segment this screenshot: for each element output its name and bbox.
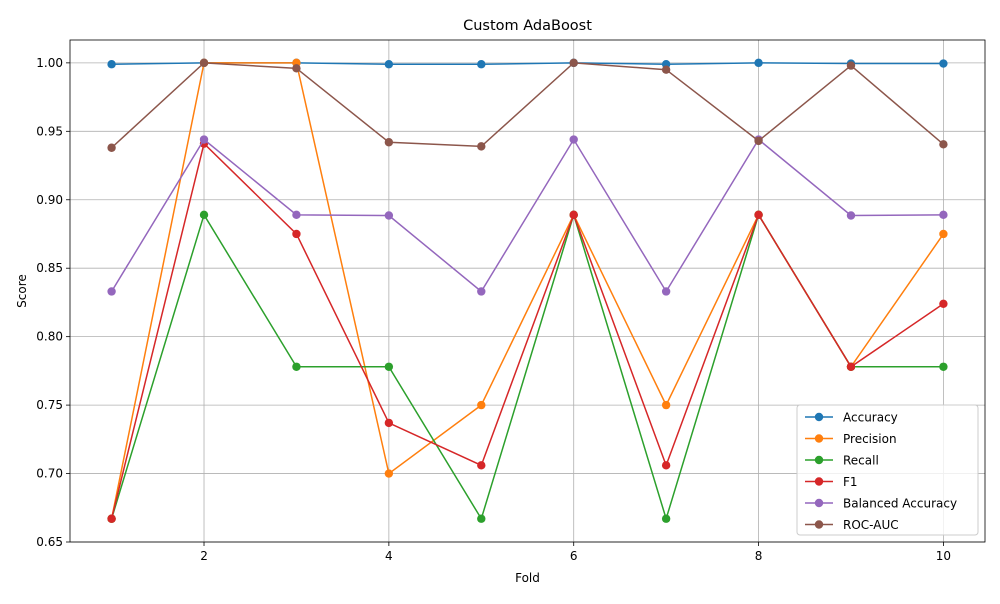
- series-line-balanced-accuracy: [110, 138, 944, 293]
- legend-marker-accuracy: [814, 412, 824, 422]
- plot-frame: [69, 39, 986, 543]
- legend-marker-recall: [814, 455, 824, 465]
- y-tick-label: 0.90: [36, 193, 63, 207]
- y-tick-label: 0.85: [36, 261, 63, 275]
- legend-marker-balanced-accuracy: [814, 498, 824, 508]
- x-tick-label: 4: [385, 549, 393, 563]
- data-point-roc-auc: [754, 136, 763, 146]
- legend-marker-precision: [814, 434, 824, 443]
- x-tick-label: 6: [570, 549, 578, 563]
- data-point-recall: [292, 362, 301, 371]
- series-f1: [107, 139, 948, 523]
- data-point-recall: [477, 514, 486, 523]
- data-point-f1: [384, 418, 394, 428]
- data-point-recall: [384, 362, 394, 371]
- x-tick-label: 8: [755, 549, 763, 563]
- data-point-precision: [477, 400, 486, 410]
- legend-label-accuracy: Accuracy: [843, 411, 898, 425]
- data-point-balanced-accuracy: [384, 211, 394, 220]
- data-point-f1: [107, 514, 116, 523]
- x-axis-title: Fold: [515, 571, 540, 585]
- data-point-balanced-accuracy: [661, 287, 671, 296]
- data-point-roc-auc: [292, 64, 301, 73]
- data-point-precision: [939, 229, 948, 239]
- data-point-f1: [569, 210, 578, 220]
- data-point-accuracy: [384, 60, 394, 69]
- series-balanced-accuracy: [107, 135, 948, 296]
- data-point-roc-auc: [569, 58, 578, 68]
- legend-label-f1: F1: [843, 475, 858, 489]
- y-tick-label: 0.80: [36, 330, 63, 344]
- data-point-recall: [199, 210, 209, 220]
- data-point-roc-auc: [199, 58, 209, 68]
- y-tick-label: 1.00: [36, 56, 63, 70]
- data-point-balanced-accuracy: [107, 287, 116, 296]
- x-tick-label: 2: [200, 549, 208, 563]
- y-tick-label: 0.65: [36, 535, 63, 549]
- chart-title: Custom AdaBoost: [463, 18, 592, 34]
- data-point-accuracy: [477, 60, 486, 69]
- series-line-f1: [110, 142, 944, 519]
- data-point-roc-auc: [107, 143, 116, 152]
- legend-label-balanced-accuracy: Balanced Accuracy: [843, 497, 957, 511]
- data-point-f1: [661, 461, 671, 470]
- legend-label-roc-auc: ROC-AUC: [843, 518, 899, 532]
- series-line-roc-auc: [111, 62, 944, 149]
- data-point-balanced-accuracy: [292, 210, 301, 220]
- legend: Accuracy Precision Recall F1 Balanced Accura…: [796, 404, 979, 536]
- data-point-balanced-accuracy: [199, 135, 209, 144]
- x-tick-label: 10: [936, 549, 951, 563]
- data-point-f1: [846, 362, 856, 371]
- data-point-balanced-accuracy: [569, 135, 578, 144]
- data-point-balanced-accuracy: [846, 211, 856, 220]
- legend-label-recall: Recall: [843, 454, 879, 468]
- data-point-roc-auc: [477, 142, 486, 151]
- data-point-roc-auc: [846, 61, 856, 70]
- data-point-f1: [292, 229, 301, 239]
- data-point-precision: [661, 400, 671, 410]
- y-tick-label: 0.75: [36, 398, 63, 412]
- data-point-f1: [477, 461, 486, 470]
- series-layer: [107, 58, 948, 523]
- y-tick-label: 0.95: [36, 124, 63, 138]
- data-point-precision: [384, 469, 394, 478]
- legend-label-precision: Precision: [843, 432, 897, 446]
- data-point-accuracy: [754, 58, 763, 68]
- data-point-f1: [754, 210, 763, 220]
- y-tick-label: 0.70: [36, 467, 63, 481]
- y-axis-title: Score: [15, 274, 29, 308]
- data-point-accuracy: [939, 59, 948, 68]
- data-point-f1: [939, 299, 948, 308]
- data-point-balanced-accuracy: [477, 287, 486, 296]
- data-point-accuracy: [107, 60, 116, 69]
- data-point-roc-auc: [939, 140, 948, 149]
- legend-marker-roc-auc: [814, 520, 824, 529]
- data-point-recall: [661, 514, 671, 523]
- axis-ticks: 2 4 6 8 10 0.65 0.70 0.75 0.80 0.85 0.90 0.95 1.00: [36, 56, 951, 563]
- data-point-recall: [939, 362, 948, 371]
- legend-box: [796, 404, 979, 536]
- legend-marker-f1: [814, 477, 824, 486]
- data-point-roc-auc: [661, 65, 671, 74]
- data-point-roc-auc: [384, 138, 394, 147]
- data-point-balanced-accuracy: [939, 210, 948, 220]
- series-roc-auc: [107, 58, 948, 152]
